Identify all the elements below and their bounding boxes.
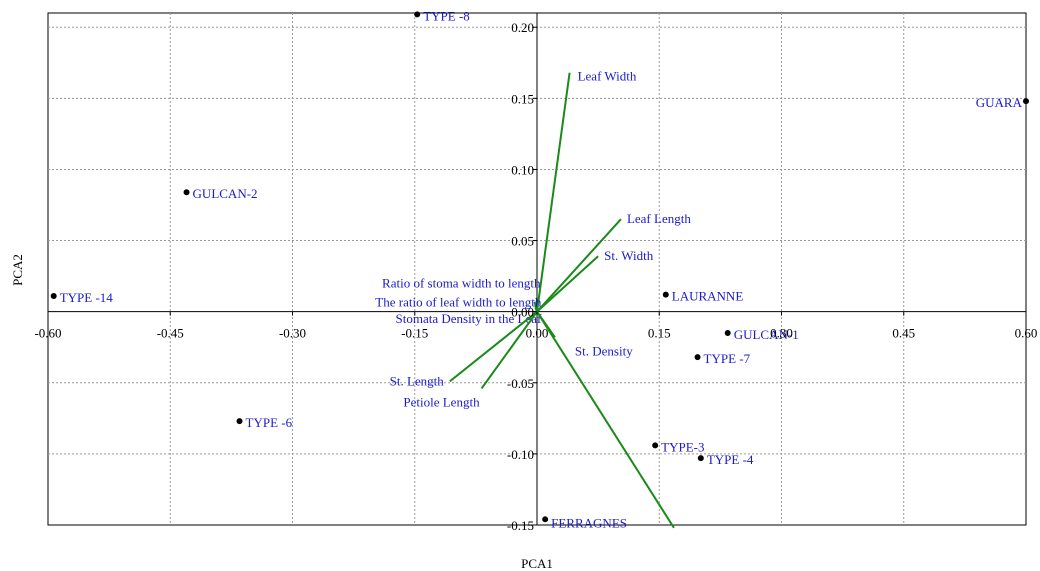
point-label: GULCAN-2 [193, 186, 258, 201]
data-point [414, 11, 421, 18]
loading-vector [536, 311, 675, 529]
y-axis-title: PCA2 [10, 254, 25, 286]
vector-label: Petiole Length [403, 394, 480, 409]
x-tick-label: 0.45 [892, 326, 915, 341]
vector-label: St. Length [390, 373, 445, 388]
loading-vectors: Leaf Width Leaf Length St. Width Ratio of s… [375, 69, 691, 529]
data-point [1023, 98, 1029, 105]
point-label: GULCAN-1 [734, 327, 799, 342]
y-tick-label: 0.10 [511, 162, 534, 177]
y-tick-label: -0.10 [507, 447, 534, 462]
data-points: TYPE -8 GUARA GULCAN-2 TYPE -14 LAURANNE GULC… [50, 8, 1029, 530]
point-label: FERRAGNES [551, 515, 627, 530]
zero-axes [48, 13, 1026, 525]
data-point [542, 516, 549, 523]
point-label: LAURANNE [672, 289, 744, 304]
data-point [724, 330, 731, 336]
loading-vector [536, 218, 622, 313]
data-point [50, 293, 57, 300]
point-label: TYPE -8 [423, 8, 470, 23]
y-tick-label: 0.05 [511, 234, 534, 249]
data-point [652, 442, 659, 449]
x-tick-label: -0.60 [34, 326, 61, 341]
x-tick-label: -0.30 [279, 326, 306, 341]
vector-label: Stomata Density in the Leaf [396, 311, 543, 326]
data-point [694, 354, 701, 361]
vector-label: St. Width [604, 248, 654, 263]
loading-vector [480, 311, 538, 390]
data-point [236, 418, 243, 425]
x-axis-title: PCA1 [521, 556, 553, 571]
y-tick-label: 0.00 [511, 305, 534, 320]
point-label: TYPE -4 [707, 452, 754, 467]
y-tick-labels: -0.15 -0.10 -0.05 0.00 0.05 0.10 0.15 0.20 [507, 20, 537, 533]
loading-vector [536, 255, 599, 313]
y-tick-label: 0.20 [511, 20, 534, 35]
y-tick-label: -0.15 [507, 518, 534, 533]
vector-label: Ratio of stoma width to length [382, 276, 541, 291]
point-label: TYPE -14 [60, 290, 114, 305]
x-tick-labels: -0.60 -0.45 -0.30 -0.15 0.00 0.15 0.30 0.45 0.60 [34, 311, 1038, 341]
data-point [183, 189, 190, 196]
point-label: TYPE-3 [661, 439, 704, 454]
loading-vector [534, 307, 538, 313]
x-tick-label: -0.15 [401, 326, 428, 341]
vector-label: Leaf Width [578, 69, 637, 84]
y-tick-label: 0.15 [511, 91, 534, 106]
vector-label: St. Density [575, 343, 633, 358]
x-tick-label: 0.30 [770, 326, 793, 341]
point-label: GUARA [976, 95, 1023, 110]
y-tick-label: -0.05 [507, 376, 534, 391]
x-tick-label: 0.60 [1015, 326, 1038, 341]
data-point [697, 455, 704, 462]
point-label: TYPE -7 [704, 351, 751, 366]
x-tick-label: -0.45 [157, 326, 184, 341]
point-label: TYPE -6 [246, 415, 293, 430]
x-tick-label: 0.00 [526, 326, 549, 341]
loading-vector [536, 72, 571, 312]
vector-label: Leaf Length [627, 211, 691, 226]
vector-label: The ratio of leaf width to length [375, 294, 542, 309]
x-tick-label: 0.15 [648, 326, 671, 341]
loading-vector [449, 310, 538, 383]
data-point [662, 291, 669, 298]
